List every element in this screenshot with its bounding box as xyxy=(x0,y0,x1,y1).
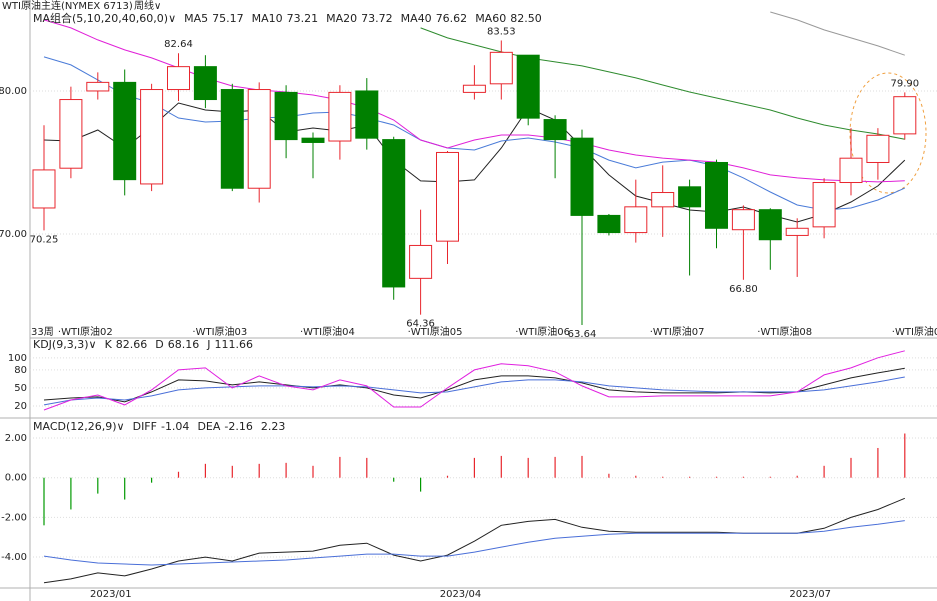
candle-body xyxy=(785,227,809,236)
y-tick-label: 50 xyxy=(14,383,27,394)
y-tick-label: 20 xyxy=(14,401,27,412)
candle-body xyxy=(516,54,540,119)
candle-body xyxy=(220,89,244,189)
contract-label: ·WTI原油07 xyxy=(650,325,705,338)
legend-value: 82.50 xyxy=(510,12,542,25)
candle-body xyxy=(436,151,459,242)
candle-body xyxy=(651,192,675,208)
legend-value: 111.66 xyxy=(215,338,254,351)
candle-body xyxy=(543,119,567,141)
candle-body xyxy=(597,214,621,234)
legend-value: 75.17 xyxy=(212,12,244,25)
date-label: 2023/07 xyxy=(789,589,831,600)
legend-value: -1.04 xyxy=(161,420,189,433)
low-label: 70.25 xyxy=(30,234,59,245)
legend-name: MA40 xyxy=(401,12,432,25)
indicator-label: MACD(12,26,9)∨ xyxy=(33,420,125,433)
low-label: 66.80 xyxy=(729,284,758,295)
candle-body xyxy=(866,134,890,163)
legend-value: 68.16 xyxy=(168,338,200,351)
indicator-line xyxy=(43,520,905,566)
candle-body xyxy=(32,169,56,209)
candle-body xyxy=(409,244,433,279)
low-label: 63.64 xyxy=(568,329,597,340)
contract-label: ·WTI原油09 xyxy=(892,325,937,338)
candle-body xyxy=(893,96,917,135)
contract-label: ·WTI原油03 xyxy=(192,325,247,338)
candle-body xyxy=(489,51,513,85)
legend-name: D xyxy=(155,338,163,351)
candle-body xyxy=(382,139,406,288)
legend-value: 2.23 xyxy=(261,420,286,433)
legend-name: MA10 xyxy=(252,12,283,25)
period-label: 33周 xyxy=(31,326,54,338)
y-tick-label: -2.00 xyxy=(1,512,27,523)
contract-label: ·WTI原油08 xyxy=(757,325,812,338)
highlight-ellipse xyxy=(849,72,927,194)
high-label: 83.53 xyxy=(487,26,516,37)
high-label: 82.64 xyxy=(164,39,193,50)
candle-body xyxy=(678,186,702,208)
legend-value: 73.21 xyxy=(287,12,319,25)
candle-body xyxy=(274,91,298,141)
y-tick-label: 80.00 xyxy=(0,86,27,97)
legend-value: 73.72 xyxy=(361,12,393,25)
candle-body xyxy=(247,89,271,189)
candle-body xyxy=(140,89,164,185)
candle-body xyxy=(570,137,594,216)
y-tick-label: -4.00 xyxy=(1,552,27,563)
contract-label: ·WTI原油05 xyxy=(408,325,463,338)
candle-body xyxy=(731,209,755,231)
period-selector[interactable]: 周线∨ xyxy=(134,0,161,12)
date-label: 2023/01 xyxy=(90,589,132,600)
y-tick-label: 100 xyxy=(8,353,27,364)
legend-name: DIFF xyxy=(133,420,157,433)
candle-body xyxy=(812,182,836,228)
indicator-label: MA组合(5,10,20,40,60,0)∨ xyxy=(33,11,176,25)
candle-body xyxy=(624,206,648,234)
legend-name: MA60 xyxy=(475,12,506,25)
y-tick-label: 2.00 xyxy=(5,433,27,444)
legend-name: MA5 xyxy=(184,12,208,25)
indicator-line xyxy=(43,56,906,211)
indicator-label: KDJ(9,3,3)∨ xyxy=(33,338,97,351)
low-label: 64.36 xyxy=(406,319,435,330)
date-label: 2023/04 xyxy=(440,589,482,600)
contract-label: ·WTI原油06 xyxy=(515,325,570,338)
candle-body xyxy=(462,84,486,93)
legend-name: K xyxy=(105,338,113,351)
candle-body xyxy=(167,66,190,91)
candle-body xyxy=(301,137,325,143)
candle-body xyxy=(328,91,352,142)
indicator-line xyxy=(43,350,905,411)
legend-name: MA20 xyxy=(326,12,357,25)
y-tick-label: 80 xyxy=(14,365,27,376)
high-label: 79.90 xyxy=(890,78,919,89)
candle-body xyxy=(86,81,110,92)
candle-body xyxy=(839,157,863,184)
candle-body xyxy=(355,90,379,139)
candle-body xyxy=(705,161,728,229)
candle-body xyxy=(113,81,137,181)
y-tick-label: 70.00 xyxy=(0,229,27,240)
instrument-title[interactable]: WTI原油主连(NYMEX 6713) xyxy=(2,0,133,12)
legend-name: J xyxy=(206,338,210,351)
indicator-line xyxy=(770,11,905,56)
legend-value: 76.62 xyxy=(436,12,468,25)
contract-label: ·WTI原油02 xyxy=(58,325,113,338)
candle-body xyxy=(59,99,83,169)
indicator-line xyxy=(43,376,905,406)
contract-label: ·WTI原油04 xyxy=(300,325,355,338)
legend-value: -2.16 xyxy=(224,420,252,433)
legend-value: 82.66 xyxy=(116,338,148,351)
candle-body xyxy=(193,66,217,101)
candle-body xyxy=(758,209,782,241)
legend-name: DEA xyxy=(197,420,220,433)
y-tick-label: 0.00 xyxy=(5,473,27,484)
indicator-line xyxy=(43,367,905,403)
